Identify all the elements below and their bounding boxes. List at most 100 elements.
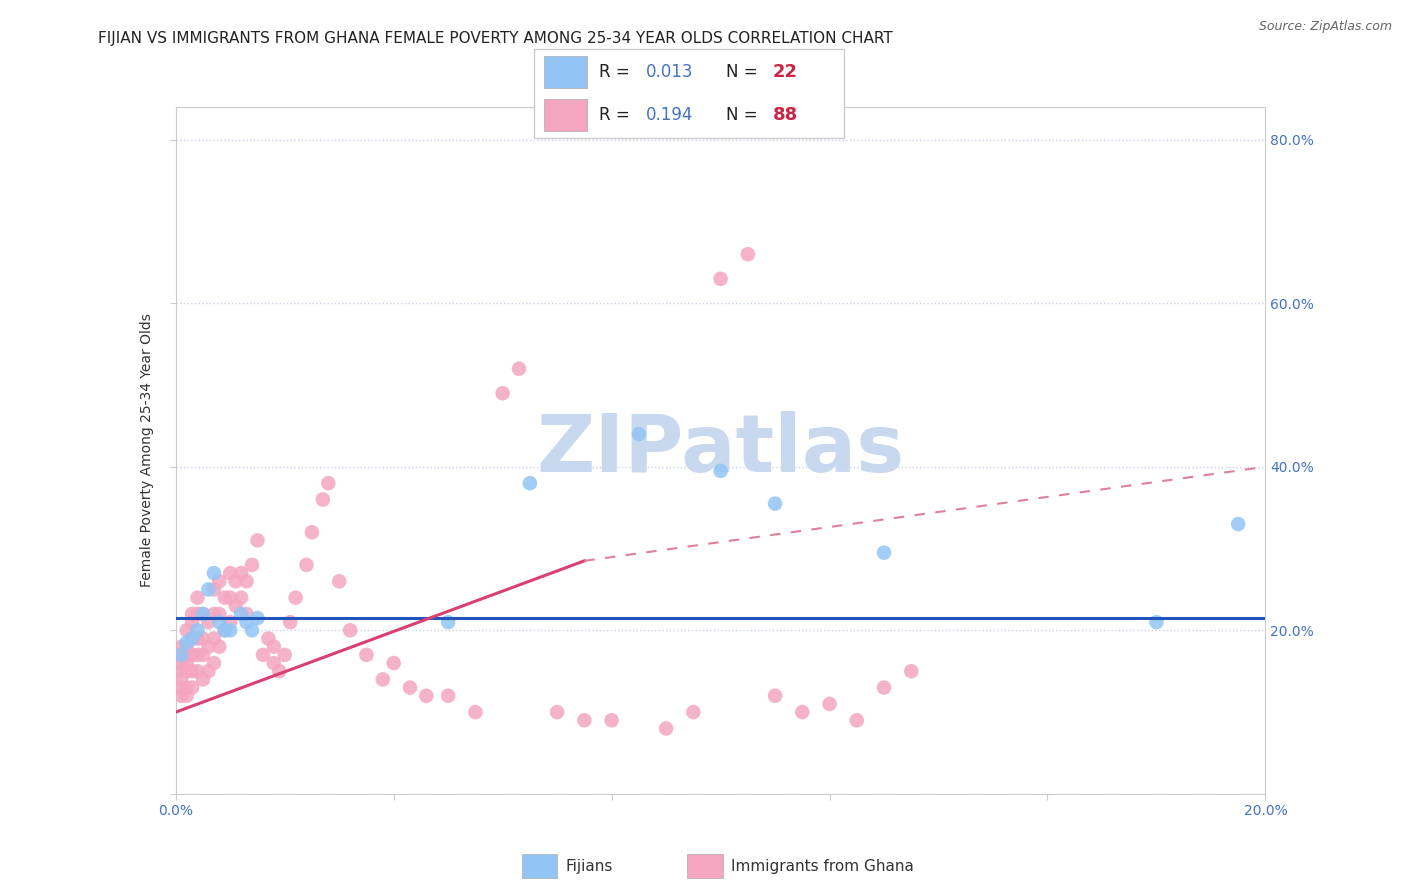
Point [208, 640, 231, 654]
Point [318, 476, 340, 491]
Point [191, 632, 214, 646]
Point [339, 624, 361, 638]
Point [235, 607, 257, 621]
Point [191, 607, 214, 621]
Point [415, 689, 437, 703]
Point [295, 558, 318, 572]
Point [191, 607, 214, 621]
Point [464, 705, 486, 719]
Point [246, 533, 269, 548]
Point [269, 664, 291, 679]
Point [186, 664, 209, 679]
Point [437, 689, 460, 703]
Point [600, 714, 623, 728]
Text: 0.194: 0.194 [645, 106, 693, 124]
Point [900, 664, 922, 679]
Point [371, 673, 394, 687]
Point [737, 247, 759, 261]
Text: Immigrants from Ghana: Immigrants from Ghana [731, 859, 914, 873]
Point [710, 464, 733, 478]
Point [181, 632, 204, 646]
Bar [522, 855, 557, 878]
Point [508, 361, 530, 376]
Text: Source: ZipAtlas.com: Source: ZipAtlas.com [1258, 20, 1392, 33]
Point [176, 664, 198, 679]
Point [202, 607, 225, 621]
Point [225, 599, 247, 613]
Point [219, 566, 242, 580]
Text: 0.013: 0.013 [645, 63, 693, 81]
Point [186, 648, 209, 662]
Text: FIJIAN VS IMMIGRANTS FROM GHANA FEMALE POVERTY AMONG 25-34 YEAR OLDS CORRELATION: FIJIAN VS IMMIGRANTS FROM GHANA FEMALE P… [98, 31, 893, 46]
Point [214, 624, 236, 638]
Text: ZIPatlas: ZIPatlas [537, 411, 904, 490]
Point [170, 640, 193, 654]
Point [186, 591, 209, 605]
FancyBboxPatch shape [544, 99, 586, 131]
Point [202, 582, 225, 597]
Point [202, 656, 225, 670]
Point [492, 386, 515, 401]
FancyBboxPatch shape [534, 49, 844, 138]
Text: N =: N = [725, 63, 763, 81]
Text: 88: 88 [772, 106, 797, 124]
Point [181, 607, 204, 621]
Text: R =: R = [599, 63, 636, 81]
Point [231, 591, 253, 605]
Point [240, 558, 263, 572]
Point [682, 705, 704, 719]
Point [873, 546, 896, 560]
Point [301, 525, 323, 540]
Point [873, 681, 896, 695]
Point [257, 632, 280, 646]
Point [181, 615, 204, 630]
Point [231, 566, 253, 580]
Point [574, 714, 596, 728]
Point [356, 648, 378, 662]
Point [252, 648, 274, 662]
Point [246, 611, 269, 625]
Point [181, 632, 204, 646]
Point [231, 607, 253, 621]
Point [240, 624, 263, 638]
Point [208, 574, 231, 589]
Text: 22: 22 [772, 63, 797, 81]
Point [208, 607, 231, 621]
Point [186, 624, 209, 638]
FancyBboxPatch shape [544, 56, 586, 88]
Text: R =: R = [599, 106, 636, 124]
Point [176, 681, 198, 695]
Point [176, 648, 198, 662]
Point [170, 656, 193, 670]
Point [181, 664, 204, 679]
Point [235, 574, 257, 589]
Point [197, 640, 219, 654]
Point [186, 632, 209, 646]
Point [219, 615, 242, 630]
Point [274, 648, 297, 662]
Point [278, 615, 301, 630]
Point [214, 591, 236, 605]
Bar [688, 855, 723, 878]
Point [170, 689, 193, 703]
Point [219, 591, 242, 605]
Point [710, 271, 733, 285]
Text: Fijians: Fijians [565, 859, 613, 873]
Point [170, 648, 193, 662]
Point [208, 615, 231, 630]
Point [328, 574, 350, 589]
Point [437, 615, 460, 630]
Point [202, 566, 225, 580]
Point [176, 689, 198, 703]
Point [197, 664, 219, 679]
Point [763, 497, 786, 511]
Text: N =: N = [725, 106, 763, 124]
Point [191, 673, 214, 687]
Point [235, 615, 257, 630]
Point [627, 427, 650, 442]
Point [197, 582, 219, 597]
Point [284, 591, 307, 605]
Point [197, 615, 219, 630]
Point [1144, 615, 1167, 630]
Point [655, 722, 678, 736]
